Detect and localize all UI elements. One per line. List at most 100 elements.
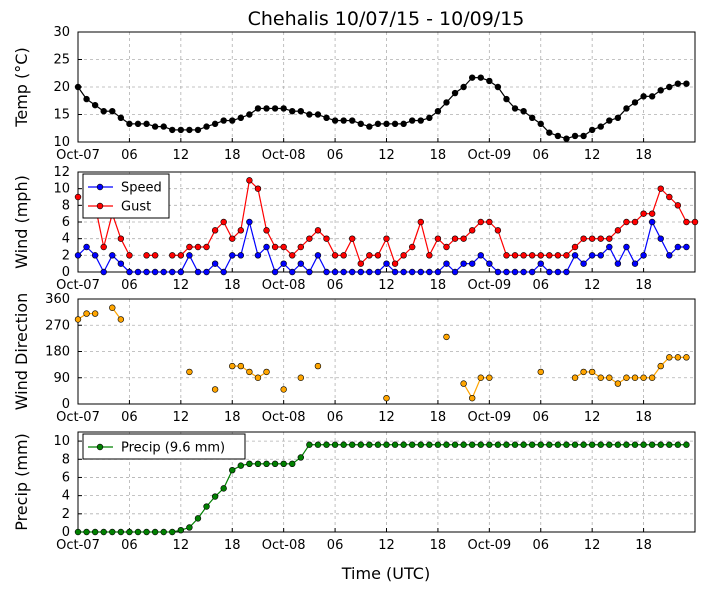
series-line-segment bbox=[651, 188, 662, 214]
data-point bbox=[606, 243, 613, 251]
data-point bbox=[366, 123, 373, 130]
data-point bbox=[674, 202, 682, 209]
data-point bbox=[640, 93, 647, 100]
data-point bbox=[563, 441, 570, 448]
data-point bbox=[280, 460, 287, 468]
data-point bbox=[657, 185, 664, 192]
data-point bbox=[683, 441, 690, 448]
data-point bbox=[391, 441, 399, 448]
series-line-segment bbox=[411, 221, 422, 248]
data-point bbox=[683, 80, 690, 87]
data-point bbox=[349, 117, 356, 124]
data-point bbox=[460, 380, 467, 387]
data-point bbox=[443, 333, 450, 341]
y-tick-label: 20 bbox=[53, 80, 70, 95]
x-tick-label: 18 bbox=[430, 410, 447, 425]
data-point bbox=[648, 374, 656, 381]
y-tick-label: 8 bbox=[62, 198, 70, 213]
data-point bbox=[554, 252, 562, 259]
data-point bbox=[177, 252, 185, 259]
data-point bbox=[391, 120, 399, 128]
data-point bbox=[289, 107, 296, 115]
data-point bbox=[220, 485, 227, 492]
data-point bbox=[306, 441, 313, 448]
data-point bbox=[588, 252, 596, 259]
x-tick-label: Oct-07 bbox=[56, 538, 100, 553]
data-point bbox=[657, 87, 664, 94]
y-tick-label: 0 bbox=[62, 265, 70, 280]
y-tick-label: 0 bbox=[62, 397, 70, 412]
series-line-segment bbox=[351, 238, 362, 264]
data-point bbox=[109, 304, 116, 311]
data-point bbox=[100, 243, 107, 251]
data-point bbox=[160, 123, 167, 130]
y-tick-label: 2 bbox=[62, 507, 70, 522]
x-tick-label: 06 bbox=[121, 538, 138, 553]
data-point bbox=[323, 114, 330, 122]
data-point bbox=[194, 126, 202, 134]
x-tick-label: 06 bbox=[532, 148, 549, 163]
data-point bbox=[237, 462, 245, 469]
x-tick-label: Oct-07 bbox=[56, 148, 100, 163]
data-point bbox=[546, 252, 553, 259]
data-point bbox=[400, 252, 407, 259]
data-point bbox=[383, 394, 390, 402]
data-point bbox=[169, 252, 176, 259]
data-point bbox=[588, 126, 596, 134]
x-tick-label: 06 bbox=[327, 278, 344, 293]
data-point bbox=[263, 227, 270, 234]
y-tick-label: 4 bbox=[62, 232, 70, 247]
data-point bbox=[580, 235, 587, 242]
x-tick-label: 12 bbox=[584, 538, 601, 553]
x-tick-label: 06 bbox=[327, 538, 344, 553]
x-tick-label: 06 bbox=[327, 410, 344, 425]
series-line-segment bbox=[223, 469, 233, 489]
data-point bbox=[314, 227, 322, 234]
x-tick-label: Oct-08 bbox=[262, 148, 306, 163]
data-point bbox=[323, 268, 330, 276]
data-point bbox=[177, 268, 185, 276]
series-line-segment bbox=[257, 188, 268, 231]
x-tick-label: 18 bbox=[224, 148, 241, 163]
data-point bbox=[400, 120, 407, 128]
data-point bbox=[297, 374, 305, 381]
data-point bbox=[511, 268, 519, 276]
data-point bbox=[117, 235, 125, 242]
y-tick-label: 4 bbox=[62, 489, 70, 504]
data-point bbox=[648, 441, 656, 448]
legend-item-gust: Gust bbox=[88, 200, 151, 215]
data-point bbox=[126, 268, 133, 276]
data-point bbox=[117, 260, 125, 267]
data-point bbox=[614, 114, 622, 122]
data-point bbox=[117, 316, 125, 323]
data-point bbox=[460, 441, 467, 448]
data-point bbox=[74, 316, 82, 323]
data-point bbox=[109, 252, 116, 259]
y-tick-label: 90 bbox=[53, 371, 70, 386]
x-tick-label: 18 bbox=[430, 148, 447, 163]
data-point bbox=[683, 218, 690, 226]
data-point bbox=[280, 260, 287, 267]
data-point bbox=[134, 528, 142, 536]
data-point bbox=[400, 268, 407, 276]
legend-box bbox=[82, 173, 170, 219]
data-point bbox=[177, 126, 185, 134]
data-point bbox=[691, 218, 699, 226]
data-point bbox=[151, 268, 159, 276]
data-point bbox=[391, 260, 399, 267]
data-point bbox=[417, 218, 424, 226]
data-point bbox=[246, 218, 253, 226]
data-point bbox=[203, 503, 210, 510]
data-point bbox=[323, 441, 330, 448]
data-point bbox=[477, 252, 484, 259]
data-point bbox=[528, 268, 536, 276]
y-axis-label: Temp (°C) bbox=[12, 47, 31, 127]
data-point bbox=[503, 95, 510, 103]
series-line-segment bbox=[265, 246, 276, 273]
data-point bbox=[186, 126, 193, 134]
data-point bbox=[151, 528, 159, 536]
series-line-segment bbox=[103, 213, 113, 248]
data-point bbox=[374, 441, 382, 448]
data-point bbox=[528, 114, 536, 122]
